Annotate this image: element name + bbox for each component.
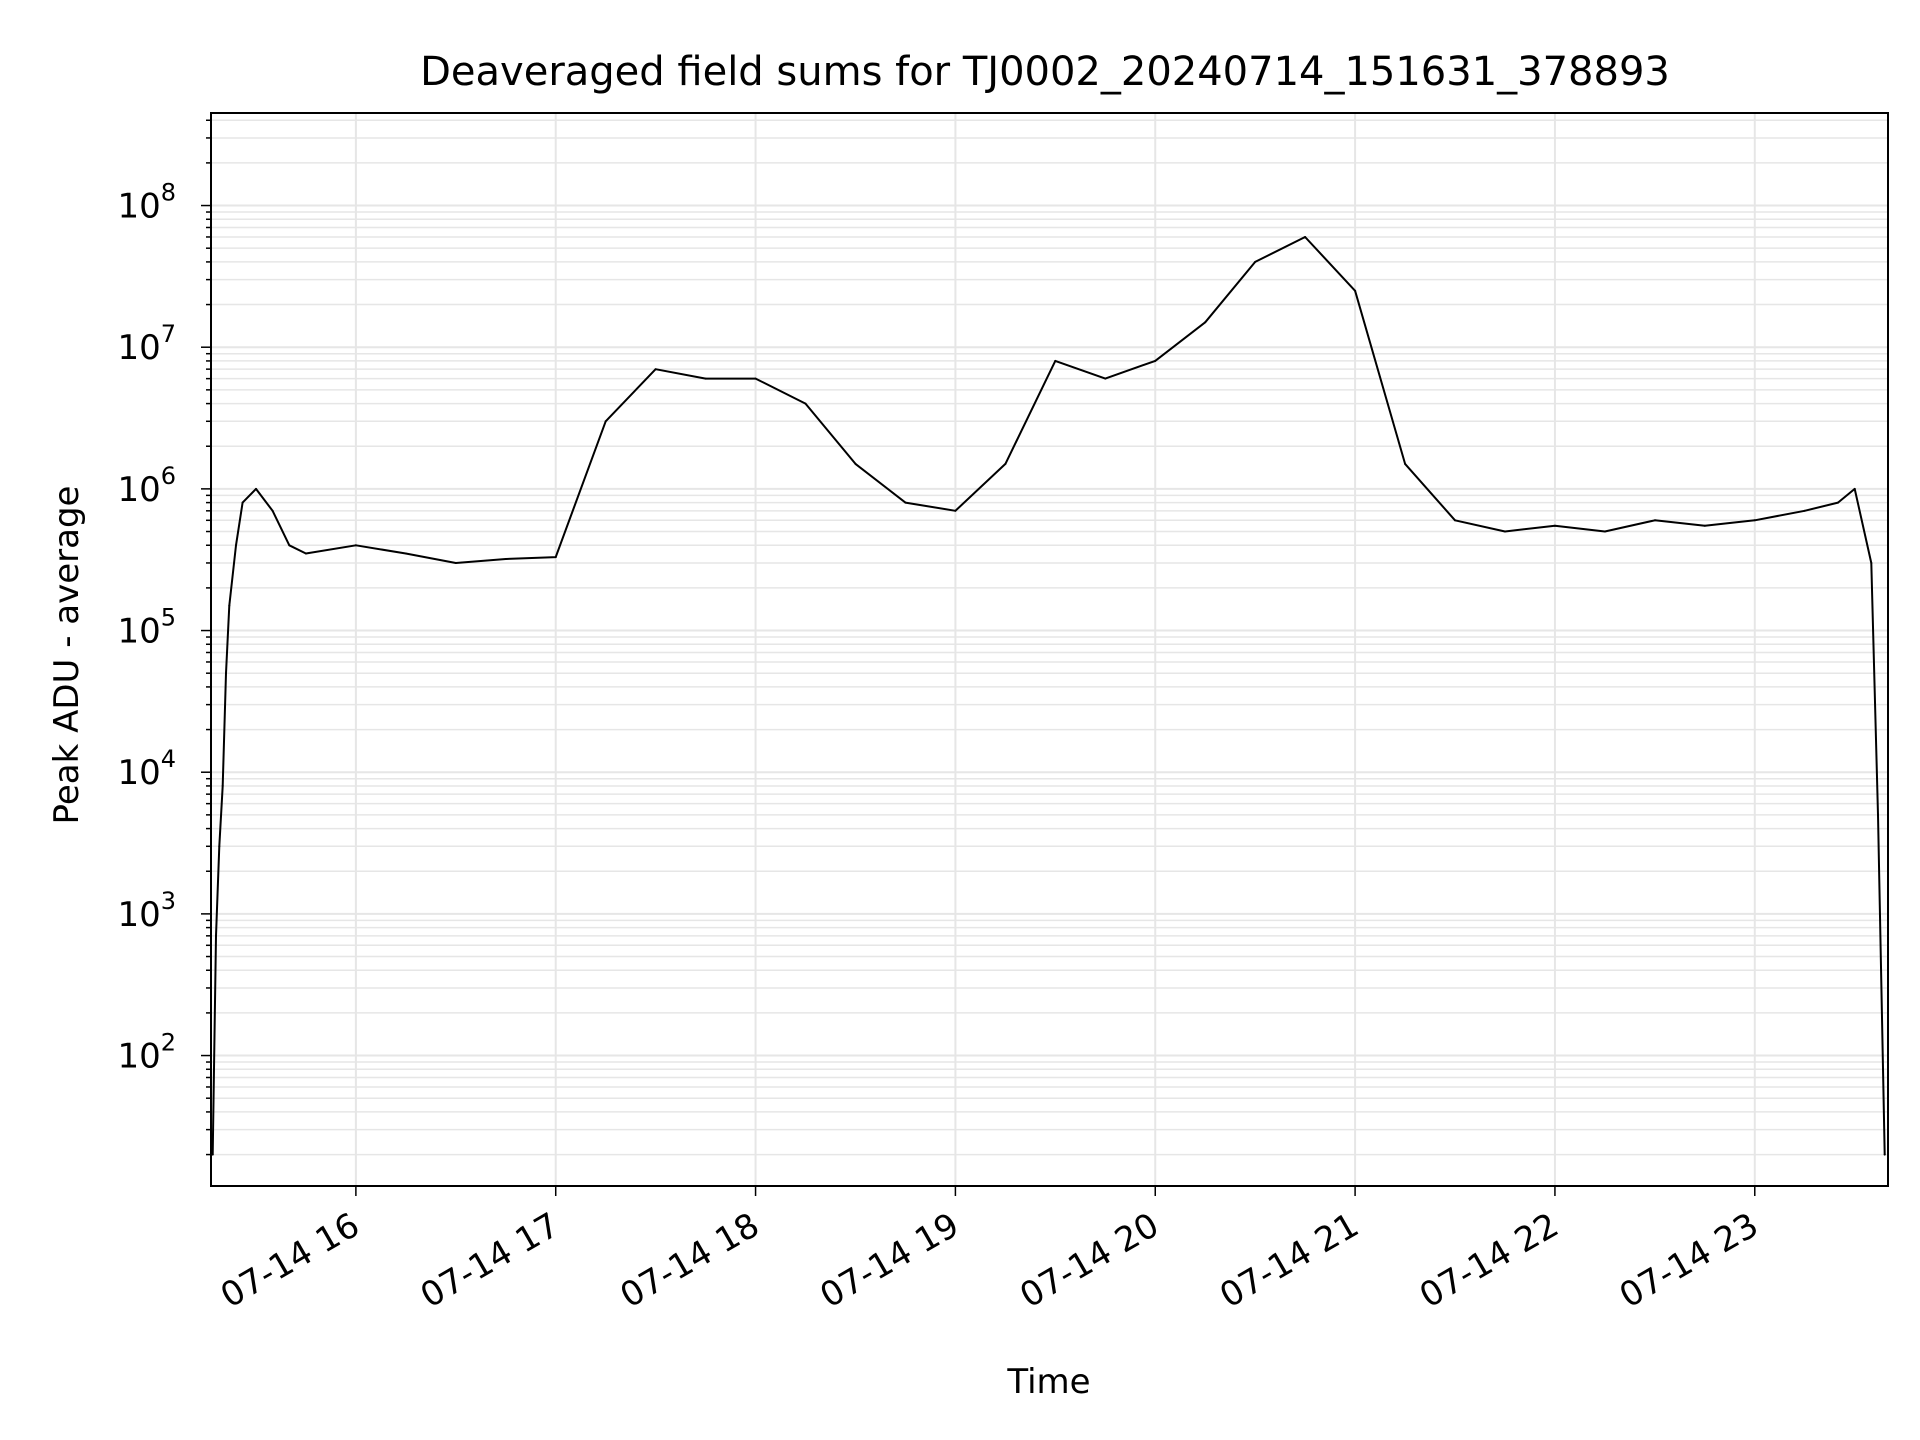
- series-point: [304, 552, 307, 555]
- x-tick-label: 07-14 18: [614, 1205, 766, 1316]
- series-point: [854, 462, 857, 465]
- series-point: [1004, 462, 1007, 465]
- series-point: [271, 509, 274, 512]
- series-point: [604, 420, 607, 423]
- series-point: [754, 377, 757, 380]
- series-point: [218, 845, 221, 848]
- series-point: [211, 1153, 214, 1156]
- series-point: [1883, 1153, 1886, 1156]
- series-point: [241, 501, 244, 504]
- series-point: [1304, 236, 1307, 238]
- series-point: [1354, 289, 1357, 292]
- series-point: [1154, 359, 1157, 362]
- y-tick-label: 104: [117, 745, 176, 793]
- y-tick-label: 107: [117, 320, 176, 368]
- series-point: [215, 934, 217, 937]
- series-point: [904, 501, 907, 504]
- series-point: [954, 509, 957, 512]
- series-point: [454, 562, 457, 564]
- series-point: [228, 604, 231, 607]
- y-axis-label: Peak ADU - average: [47, 486, 87, 825]
- series-point: [225, 672, 227, 675]
- series-point: [1204, 321, 1207, 324]
- x-tick-label: 07-14 16: [214, 1205, 366, 1316]
- series-point: [1603, 530, 1606, 533]
- series-point: [1054, 359, 1057, 362]
- series-point: [804, 402, 807, 405]
- series-point: [504, 558, 507, 560]
- series-line: [211, 236, 1886, 1155]
- series-point: [704, 377, 707, 380]
- series-point: [1653, 519, 1656, 522]
- series-point: [354, 544, 357, 547]
- series-point: [1870, 562, 1873, 564]
- series-point: [404, 552, 407, 555]
- chart-title: Deaveraged field sums for TJ0002_2024071…: [420, 49, 1670, 95]
- series-point: [288, 544, 291, 547]
- y-tick-label: 105: [117, 604, 176, 652]
- series-point: [1504, 530, 1506, 533]
- x-tick-label: 07-14 20: [1013, 1205, 1165, 1316]
- grid: [211, 113, 1888, 1186]
- series-point: [1104, 377, 1107, 380]
- y-tick-label: 108: [117, 179, 176, 227]
- y-tick-label: 106: [117, 462, 176, 510]
- x-tick-label: 07-14 19: [814, 1205, 966, 1316]
- series-point: [1837, 501, 1839, 504]
- series-point: [255, 487, 257, 490]
- x-tick-label: 07-14 17: [414, 1205, 566, 1316]
- series-point: [221, 784, 224, 787]
- series-point: [1753, 519, 1756, 522]
- series-point: [654, 368, 657, 371]
- y-tick-label: 102: [117, 1029, 176, 1077]
- x-tick-label: 07-14 22: [1413, 1205, 1565, 1316]
- plot-frame: [210, 112, 1889, 1187]
- series-point: [235, 544, 237, 547]
- series-point: [1254, 260, 1257, 263]
- x-axis: 07-14 16 07-14 17 07-14 18 07-14 19 07-14 20…: [214, 1186, 1765, 1316]
- x-tick-label: 07-14 23: [1613, 1205, 1765, 1316]
- series-point: [1803, 509, 1806, 512]
- series-point: [1454, 519, 1456, 522]
- y-axis: 102 103 104 105 106 107 108: [117, 119, 211, 1156]
- series-point: [554, 556, 557, 559]
- x-tick-label: 07-14 21: [1213, 1205, 1365, 1316]
- series-point: [1404, 462, 1407, 465]
- series-point: [1853, 487, 1856, 490]
- x-axis-label: Time: [1006, 1362, 1090, 1402]
- y-tick-label: 103: [117, 887, 176, 935]
- series-point: [1703, 524, 1706, 527]
- series-point: [1877, 813, 1879, 816]
- series-point: [1553, 524, 1556, 527]
- series-layer: [211, 236, 1886, 1156]
